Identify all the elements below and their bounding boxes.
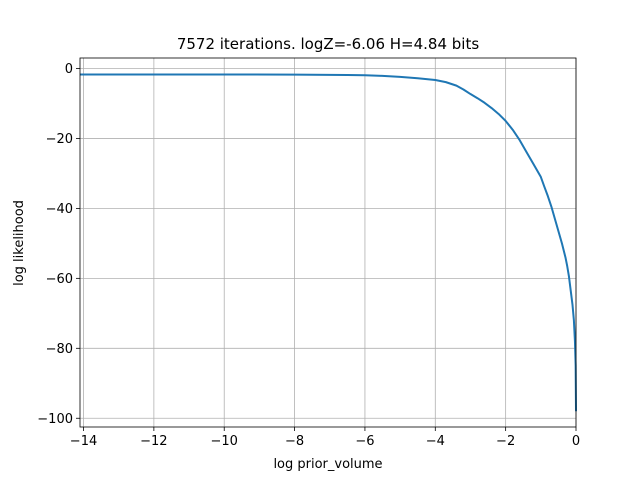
plot-frame bbox=[79, 57, 577, 428]
y-tick-label: −60 bbox=[46, 272, 73, 287]
grid bbox=[80, 58, 577, 427]
y-axis-label: log likelihood bbox=[12, 200, 27, 286]
series-layer bbox=[80, 73, 577, 412]
y-tick-label: −80 bbox=[46, 342, 73, 357]
x-tick-label: −12 bbox=[140, 434, 167, 449]
ticks: −14 −12 −10 −8 −6 −4 −2 00−20−40−60−80−100 bbox=[37, 62, 580, 449]
x-tick-label: −4 bbox=[426, 434, 445, 449]
x-tick-label: −10 bbox=[211, 434, 238, 449]
x-tick-label: −8 bbox=[285, 434, 304, 449]
x-tick-label: −14 bbox=[70, 434, 97, 449]
y-tick-label: −20 bbox=[46, 132, 73, 147]
x-axis-label: log prior_volume bbox=[273, 457, 382, 472]
chart-title: 7572 iterations. logZ=-6.06 H=4.84 bits bbox=[177, 35, 480, 53]
y-tick-label: 0 bbox=[65, 62, 73, 77]
y-tick-label: −100 bbox=[37, 412, 73, 427]
x-tick-label: −6 bbox=[355, 434, 374, 449]
y-tick-label: −40 bbox=[46, 202, 73, 217]
x-tick-label: −2 bbox=[496, 434, 515, 449]
x-tick-label: 0 bbox=[572, 434, 580, 449]
series-line bbox=[80, 73, 577, 412]
